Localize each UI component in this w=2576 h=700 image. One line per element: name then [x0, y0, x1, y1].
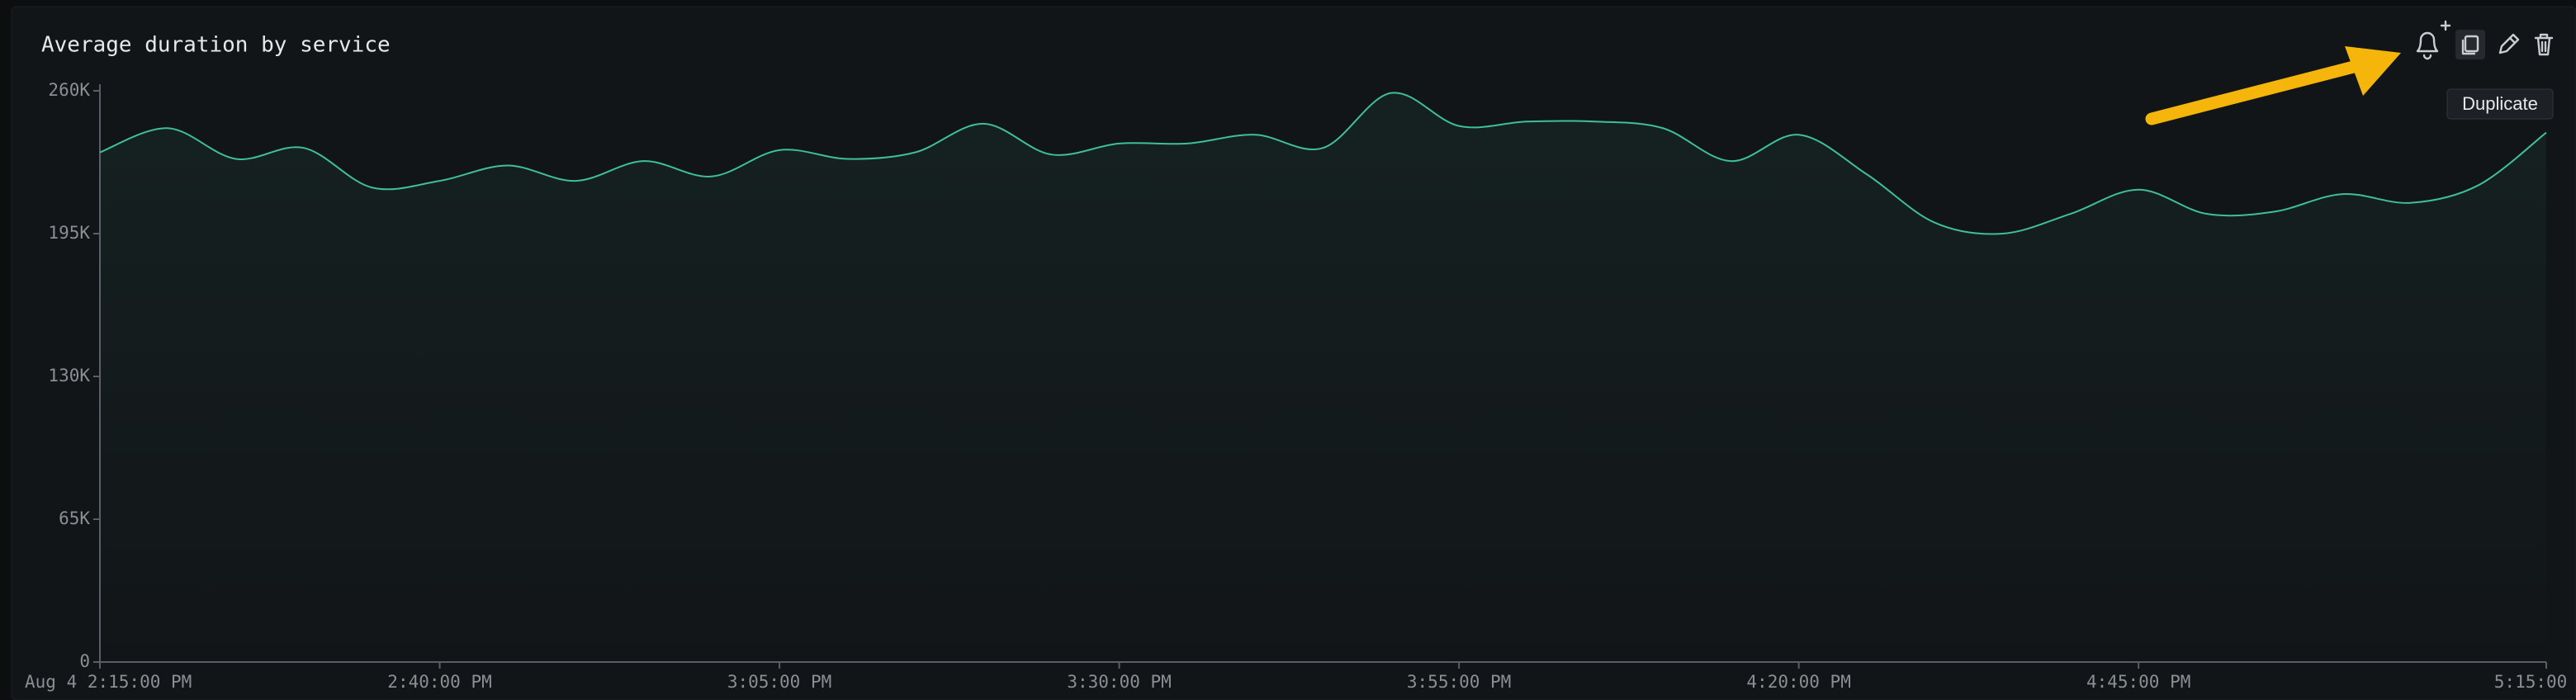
x-tick-label: 5:15:00 PM [2494, 672, 2576, 692]
edit-button[interactable] [2498, 33, 2520, 54]
y-tick-label: 130K [48, 366, 90, 385]
duplicate-button[interactable] [2455, 30, 2485, 59]
line [99, 92, 2547, 235]
x-tick-label: Aug 4 2:15:00 PM [25, 672, 192, 692]
x-tick-label: 3:30:00 PM [1067, 672, 1171, 692]
y-tick-label: 0 [79, 651, 90, 671]
alert-button[interactable] [2416, 20, 2451, 60]
tooltip [2446, 88, 2554, 120]
x-tick-label: 3:55:00 PM [1407, 672, 1511, 692]
y-tick-label: 65K [59, 508, 90, 528]
delete-button[interactable] [2534, 33, 2554, 56]
area [100, 92, 2546, 663]
x-tick-label: 4:20:00 PM [1746, 672, 1850, 692]
plot: 0 65K 130K 195K 260K Aug 4 2:15:00 PM 2:40:00 … [25, 80, 2576, 692]
x-tick-label: 4:45:00 PM [2086, 672, 2190, 692]
x-tick-label: 2:40:00 PM [387, 672, 491, 692]
chart-title: Average duration by service [41, 33, 391, 58]
y-tick-label: 260K [48, 80, 90, 100]
y-tick-label: 195K [48, 223, 90, 243]
pointer-arrow [2145, 46, 2401, 125]
tooltip-text: Duplicate [2462, 93, 2538, 114]
x-tick-label: 3:05:00 PM [727, 672, 831, 692]
